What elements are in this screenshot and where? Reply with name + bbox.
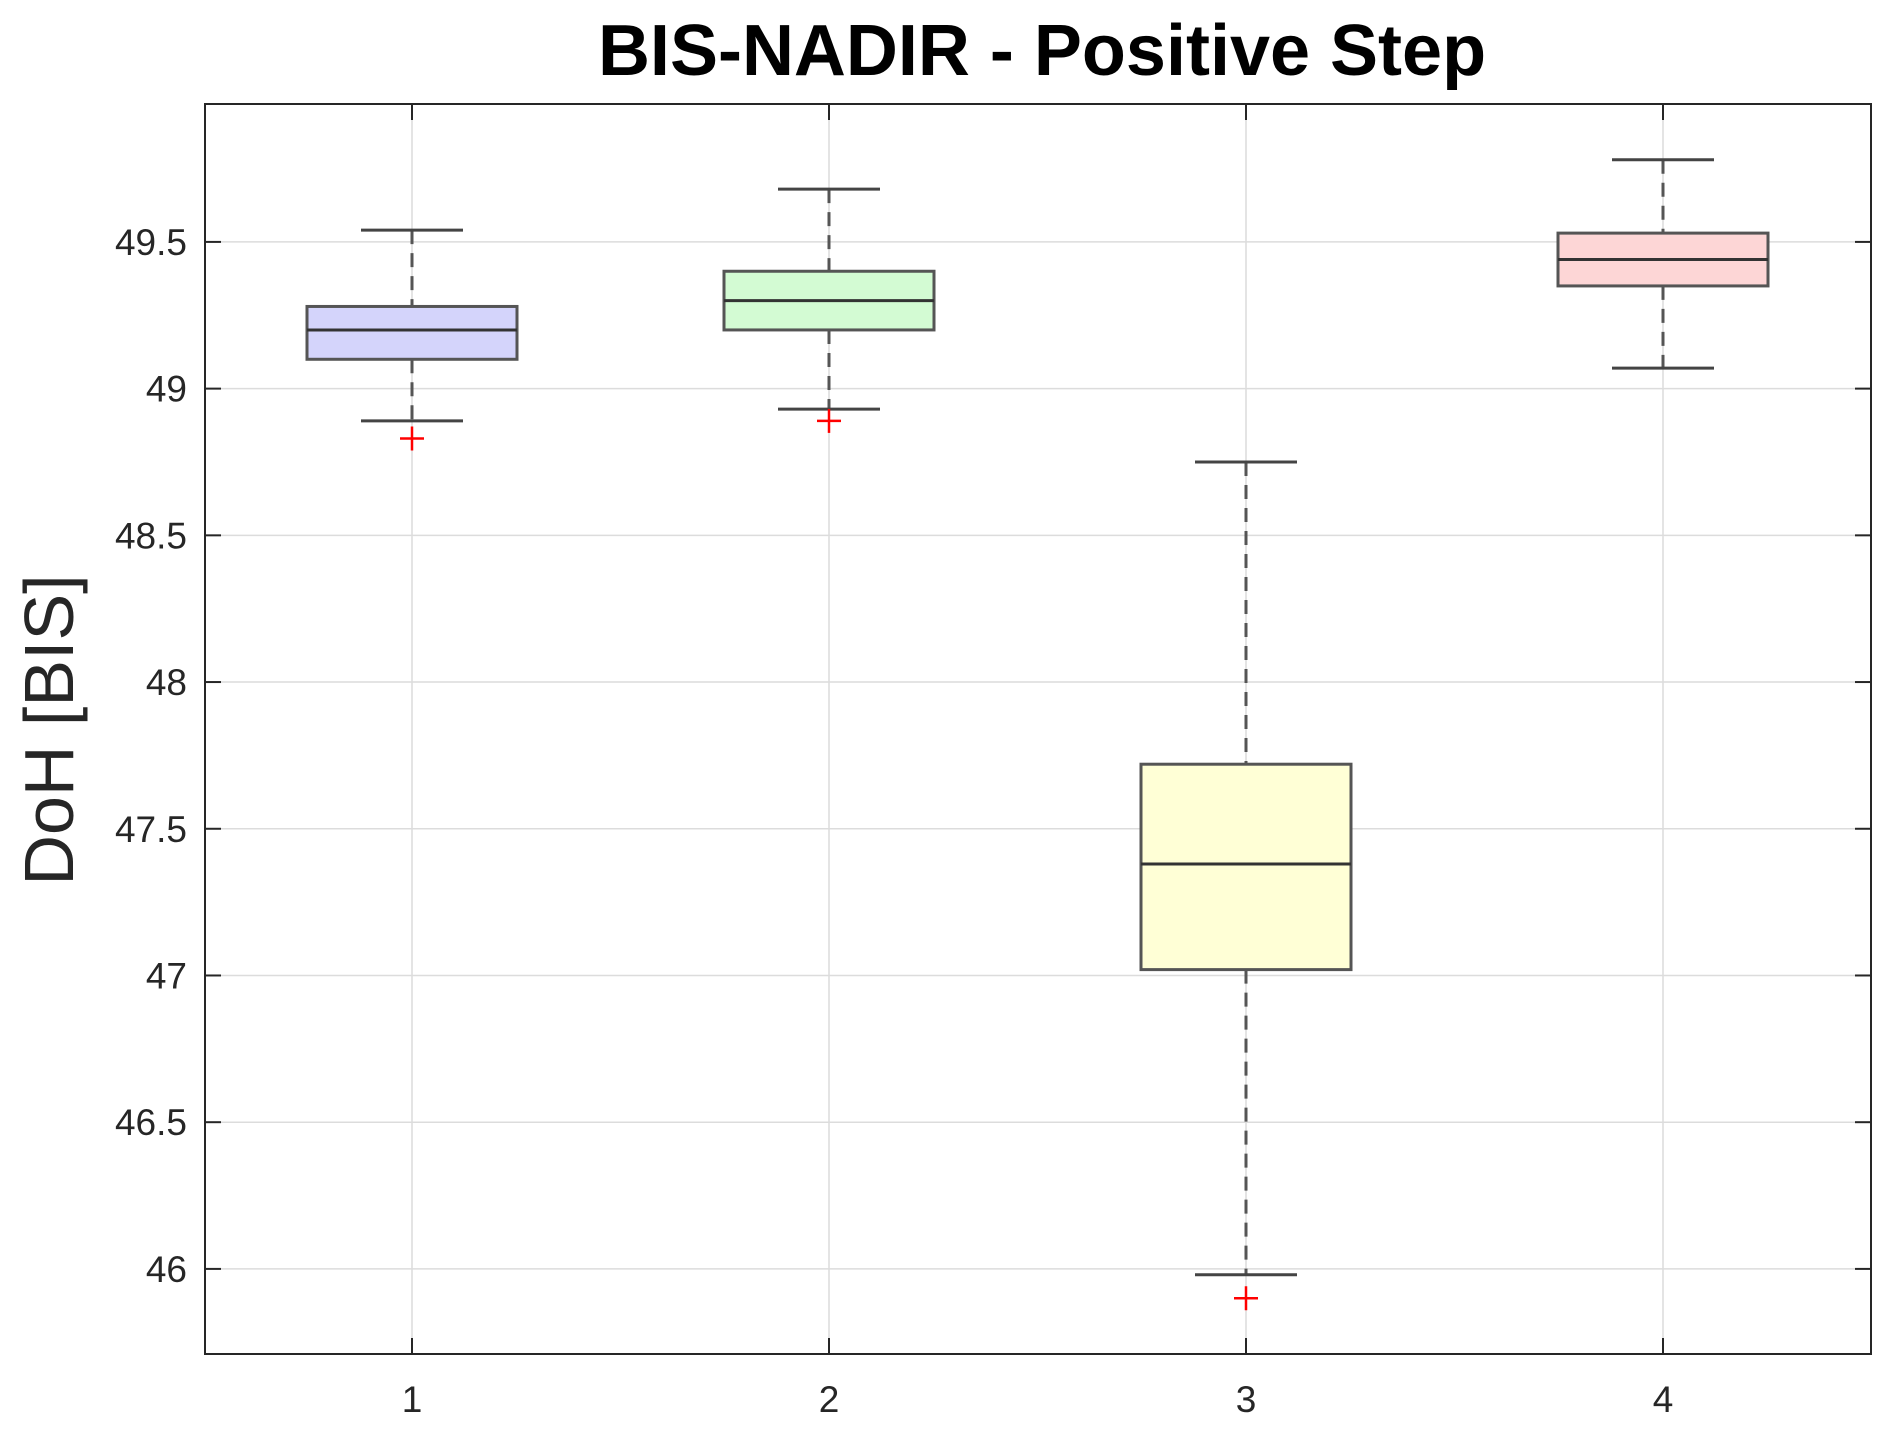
y-tick-label: 48: [146, 662, 187, 703]
box-group-3: [1139, 460, 1353, 1311]
iqr-box: [305, 304, 519, 361]
box-group-1: [305, 228, 519, 451]
grid-layer: [205, 104, 1871, 1354]
x-tick-label: 4: [1653, 1379, 1674, 1420]
box-group-4: [1556, 158, 1770, 370]
box-group-2: [722, 187, 936, 433]
y-tick-label: 47: [146, 955, 187, 996]
y-axis-label: DoH [BIS]: [10, 574, 88, 885]
y-tick-label: 48.5: [115, 515, 187, 556]
y-tick-label: 49.5: [115, 222, 187, 263]
outlier-marker: [817, 408, 841, 433]
plot-frame: [204, 103, 1872, 1355]
y-tick-label: 47.5: [115, 809, 187, 850]
outlier-marker: [1234, 1286, 1258, 1311]
x-tick-label: 3: [1236, 1379, 1257, 1420]
outlier-marker: [400, 426, 424, 451]
plot-layer: [305, 158, 1770, 1311]
chart-title: BIS-NADIR - Positive Step: [598, 11, 1486, 91]
x-tick-label: 2: [819, 1379, 840, 1420]
iqr-box: [1139, 762, 1353, 972]
tick-layer: 46 46.5 47 47.5 48 48.5 49 49.5 1 2 3 4: [115, 104, 1871, 1420]
y-tick-label: 46: [146, 1249, 187, 1290]
x-tick-label: 1: [402, 1379, 423, 1420]
y-tick-label: 46.5: [115, 1102, 187, 1143]
y-tick-label: 49: [146, 369, 187, 410]
